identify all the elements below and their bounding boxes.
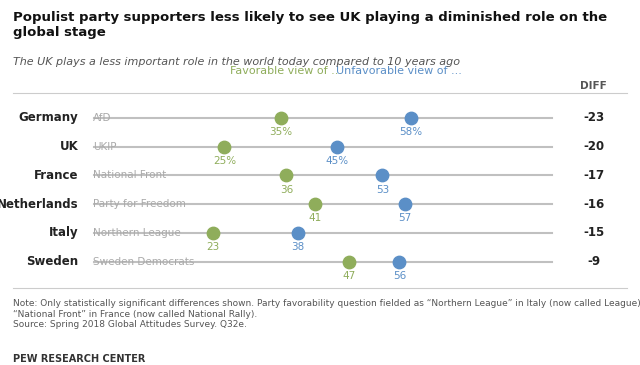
- Text: 53: 53: [376, 185, 389, 195]
- Text: PEW RESEARCH CENTER: PEW RESEARCH CENTER: [13, 354, 145, 364]
- Text: -17: -17: [583, 169, 604, 182]
- Point: [276, 115, 286, 121]
- Text: -20: -20: [583, 140, 604, 153]
- Text: Sweden: Sweden: [26, 255, 79, 268]
- Text: Unfavorable view of ...: Unfavorable view of ...: [337, 66, 462, 76]
- Text: 47: 47: [342, 271, 355, 281]
- Text: 56: 56: [393, 271, 406, 281]
- Point: [332, 144, 342, 150]
- Text: 41: 41: [308, 214, 321, 223]
- Text: National Front: National Front: [93, 170, 166, 180]
- Text: -16: -16: [583, 198, 604, 211]
- Point: [282, 173, 292, 178]
- Text: 35%: 35%: [269, 127, 292, 137]
- Point: [208, 230, 218, 236]
- Point: [378, 173, 388, 178]
- Point: [406, 115, 416, 121]
- Text: The UK plays a less important role in the world today compared to 10 years ago: The UK plays a less important role in th…: [13, 57, 460, 66]
- Text: UKIP: UKIP: [93, 142, 116, 152]
- Text: Populist party supporters less likely to see UK playing a diminished role on the: Populist party supporters less likely to…: [13, 11, 607, 39]
- Text: -9: -9: [587, 255, 600, 268]
- Text: 23: 23: [207, 242, 220, 252]
- Text: Sweden Democrats: Sweden Democrats: [93, 257, 194, 267]
- Text: Netherlands: Netherlands: [0, 198, 79, 211]
- Point: [394, 259, 404, 265]
- Point: [344, 259, 354, 265]
- Text: DIFF: DIFF: [580, 81, 607, 91]
- Text: 45%: 45%: [326, 156, 349, 166]
- Text: AfD: AfD: [93, 113, 111, 123]
- Point: [400, 201, 410, 207]
- Point: [310, 201, 320, 207]
- Text: Note: Only statistically significant differences shown. Party favorability quest: Note: Only statistically significant dif…: [13, 299, 640, 329]
- Text: Favorable view of ...: Favorable view of ...: [230, 66, 342, 76]
- Text: UK: UK: [60, 140, 79, 153]
- Text: 36: 36: [280, 185, 293, 195]
- Text: 25%: 25%: [213, 156, 236, 166]
- Text: 58%: 58%: [399, 127, 422, 137]
- Point: [292, 230, 303, 236]
- Text: Party for Freedom: Party for Freedom: [93, 199, 186, 209]
- Text: 57: 57: [399, 214, 412, 223]
- Point: [220, 144, 230, 150]
- Text: Northern League: Northern League: [93, 228, 180, 238]
- Text: 38: 38: [291, 242, 305, 252]
- Text: -15: -15: [583, 226, 604, 239]
- Text: France: France: [34, 169, 79, 182]
- Text: -23: -23: [583, 111, 604, 124]
- Text: Italy: Italy: [49, 226, 79, 239]
- Text: Germany: Germany: [19, 111, 79, 124]
